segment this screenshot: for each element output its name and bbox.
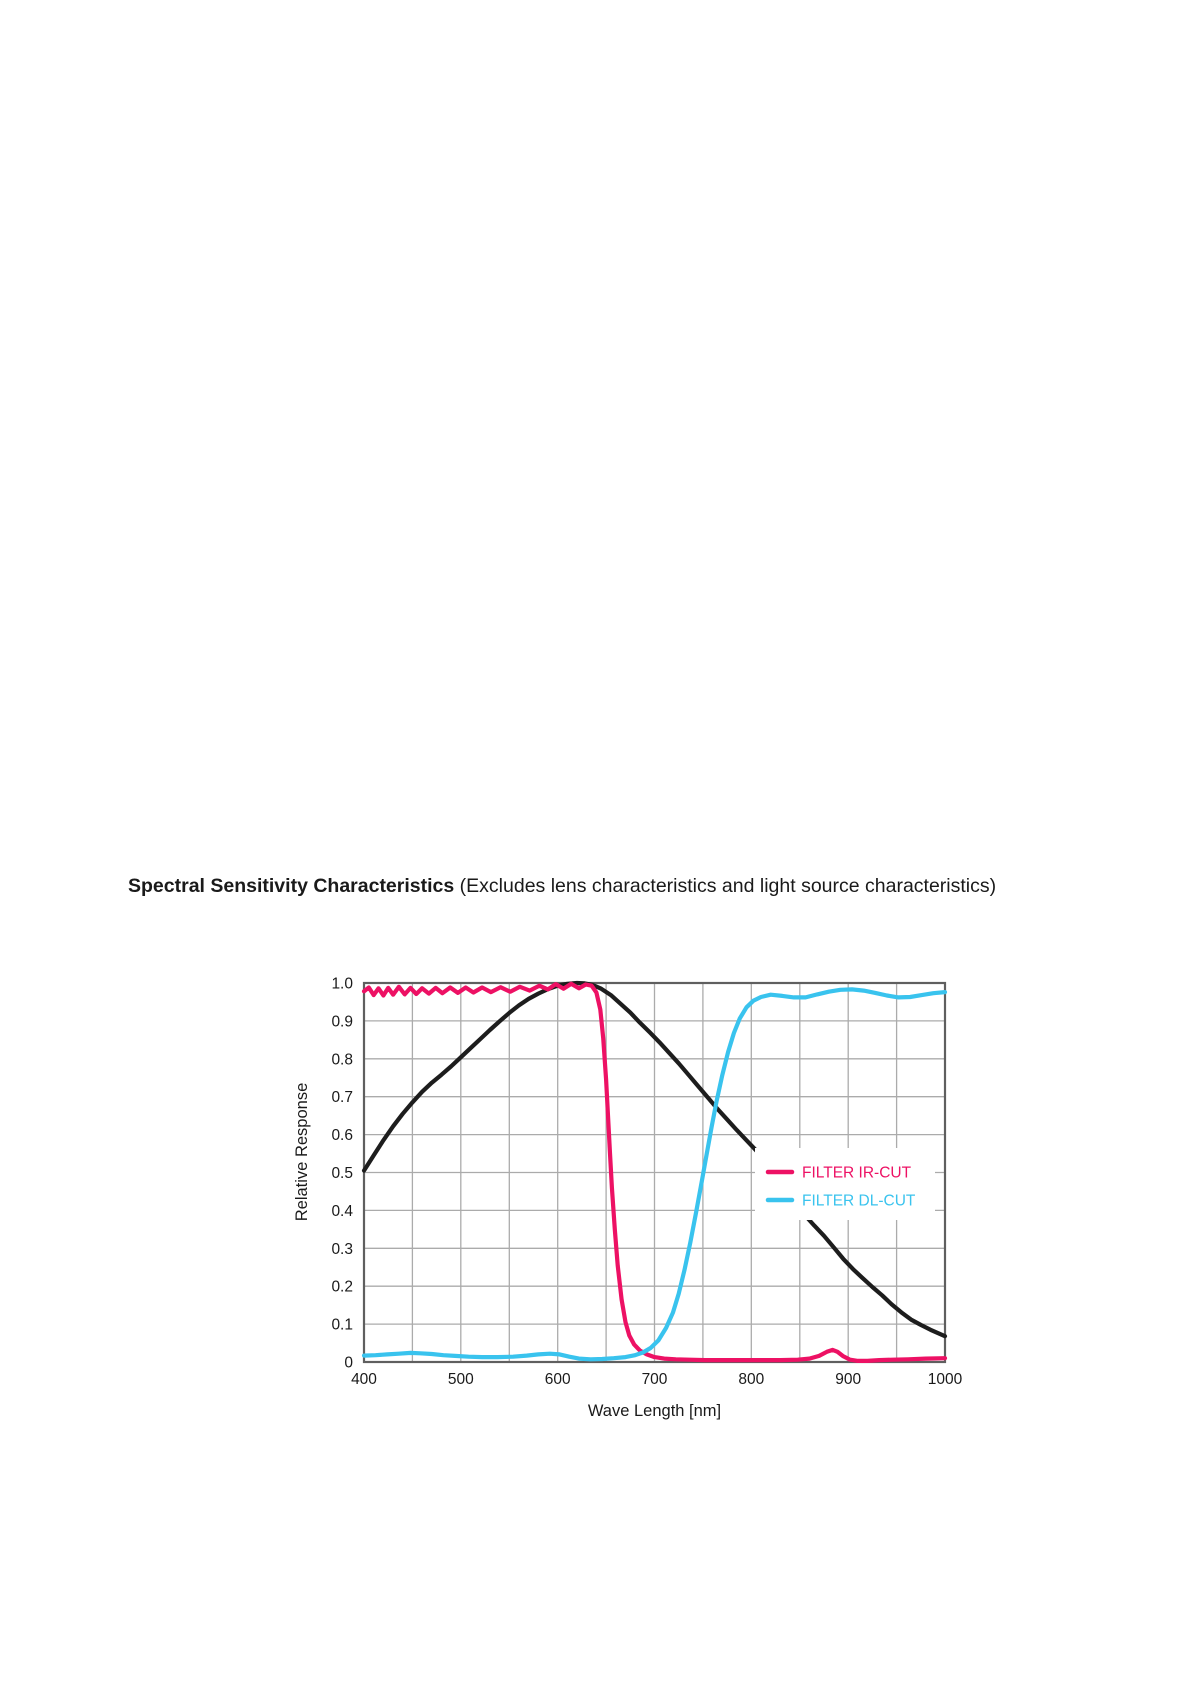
- y-tick-label: 0.5: [331, 1165, 353, 1182]
- x-tick-label: 900: [835, 1371, 861, 1388]
- legend-label-filter-dl-cut: FILTER DL-CUT: [802, 1193, 916, 1210]
- y-tick-label: 1.0: [331, 976, 353, 993]
- y-tick-label: 0.2: [331, 1279, 353, 1296]
- x-tick-label: 600: [545, 1371, 571, 1388]
- y-tick-label: 0: [344, 1355, 353, 1372]
- x-tick-label: 700: [642, 1371, 668, 1388]
- x-axis-title: Wave Length [nm]: [588, 1402, 721, 1420]
- y-tick-label: 0.1: [331, 1317, 353, 1334]
- x-tick-label: 1000: [928, 1371, 963, 1388]
- y-tick-label: 0.4: [331, 1203, 353, 1220]
- chart-title-note: (Excludes lens characteristics and light…: [454, 875, 997, 897]
- y-tick-label: 0.9: [331, 1013, 353, 1030]
- chart-title-main: Spectral Sensitivity Characteristics: [128, 875, 455, 897]
- y-axis-title: Relative Response: [293, 1083, 311, 1222]
- x-tick-label: 500: [448, 1371, 474, 1388]
- legend: FILTER IR-CUT FILTER DL-CUT: [755, 1148, 935, 1220]
- legend-label-filter-ir-cut: FILTER IR-CUT: [802, 1165, 912, 1182]
- legend-background: [755, 1148, 935, 1220]
- y-axis-tick-labels: 0 0.1 0.2 0.3 0.4 0.5 0.6 0.7 0.8 0.9 1.0: [331, 976, 353, 1372]
- y-tick-label: 0.6: [331, 1127, 353, 1144]
- series-filter-ir-cut: [361, 981, 948, 1363]
- y-tick-label: 0.3: [331, 1241, 353, 1258]
- x-tick-label: 400: [351, 1371, 377, 1388]
- series-filter-dl-cut: [361, 987, 948, 1362]
- y-tick-label: 0.8: [331, 1051, 353, 1068]
- series-sensor: [361, 980, 948, 1339]
- x-tick-label: 800: [738, 1371, 764, 1388]
- chart-title: Spectral Sensitivity Characteristics (Ex…: [128, 874, 996, 898]
- y-tick-label: 0.7: [331, 1089, 353, 1106]
- x-axis-tick-labels: 400 500 600 700 800 900 1000: [351, 1371, 963, 1388]
